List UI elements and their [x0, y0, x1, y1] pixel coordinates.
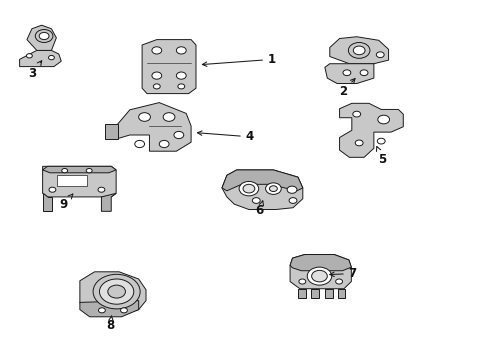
Polygon shape — [80, 301, 139, 317]
Circle shape — [312, 270, 327, 282]
Circle shape — [299, 279, 306, 284]
Circle shape — [121, 308, 127, 313]
Polygon shape — [20, 50, 61, 67]
Polygon shape — [325, 64, 374, 84]
Circle shape — [378, 115, 390, 124]
Circle shape — [348, 42, 370, 58]
Circle shape — [243, 184, 255, 193]
Circle shape — [289, 198, 297, 203]
Polygon shape — [311, 289, 319, 298]
Circle shape — [93, 274, 140, 309]
Polygon shape — [290, 255, 351, 271]
Circle shape — [270, 186, 277, 192]
Circle shape — [26, 54, 32, 58]
Circle shape — [159, 140, 169, 148]
Circle shape — [376, 52, 384, 58]
Circle shape — [86, 168, 92, 173]
Polygon shape — [340, 103, 403, 157]
Polygon shape — [142, 40, 196, 94]
Circle shape — [360, 70, 368, 76]
Circle shape — [287, 186, 297, 193]
Polygon shape — [43, 193, 52, 211]
Circle shape — [336, 279, 343, 284]
Polygon shape — [105, 124, 118, 139]
Text: 6: 6 — [256, 201, 264, 217]
Circle shape — [353, 111, 361, 117]
Circle shape — [355, 140, 363, 146]
Polygon shape — [43, 166, 116, 173]
Circle shape — [239, 181, 259, 196]
Text: 5: 5 — [376, 147, 386, 166]
Circle shape — [135, 140, 145, 148]
Circle shape — [99, 279, 134, 304]
Text: 1: 1 — [202, 53, 276, 66]
Circle shape — [139, 113, 150, 121]
Text: 7: 7 — [330, 267, 357, 280]
Circle shape — [62, 168, 68, 173]
Circle shape — [108, 285, 125, 298]
Text: 8: 8 — [106, 316, 114, 332]
Circle shape — [307, 267, 332, 285]
Circle shape — [98, 187, 105, 192]
Circle shape — [353, 46, 365, 55]
Polygon shape — [101, 193, 116, 211]
Polygon shape — [43, 166, 116, 197]
Polygon shape — [27, 25, 56, 50]
Text: 4: 4 — [197, 130, 254, 143]
Circle shape — [98, 308, 105, 313]
Polygon shape — [222, 170, 303, 210]
Polygon shape — [298, 289, 306, 298]
Circle shape — [49, 187, 56, 192]
Circle shape — [174, 131, 184, 139]
Circle shape — [343, 70, 351, 76]
Circle shape — [163, 113, 175, 121]
Circle shape — [39, 32, 49, 40]
Circle shape — [49, 55, 54, 60]
Text: 3: 3 — [28, 61, 42, 80]
Circle shape — [152, 72, 162, 79]
Circle shape — [176, 72, 186, 79]
Polygon shape — [290, 255, 351, 289]
Text: 9: 9 — [60, 194, 73, 211]
Polygon shape — [222, 170, 303, 191]
Polygon shape — [330, 37, 389, 64]
Polygon shape — [80, 272, 146, 315]
Circle shape — [178, 84, 185, 89]
Circle shape — [153, 84, 160, 89]
Circle shape — [152, 47, 162, 54]
Circle shape — [252, 198, 260, 203]
Circle shape — [176, 47, 186, 54]
Circle shape — [266, 183, 281, 194]
Text: 2: 2 — [339, 78, 355, 98]
Circle shape — [377, 138, 385, 144]
FancyBboxPatch shape — [57, 175, 87, 186]
Polygon shape — [325, 289, 333, 298]
Circle shape — [35, 30, 53, 42]
Polygon shape — [338, 289, 345, 298]
Polygon shape — [118, 103, 191, 151]
